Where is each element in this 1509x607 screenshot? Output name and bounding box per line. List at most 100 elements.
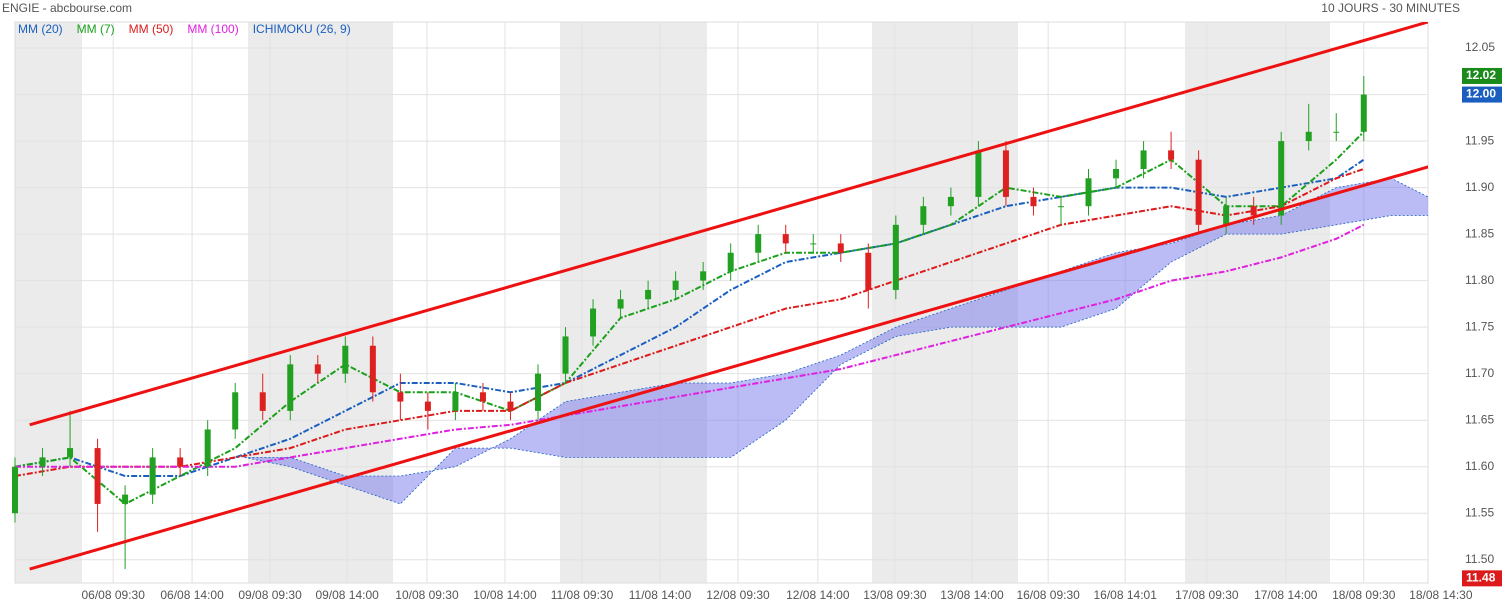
candle-body — [94, 448, 101, 504]
moving-average — [15, 168, 1365, 477]
candle-body — [700, 271, 707, 281]
candle-body — [1278, 141, 1285, 216]
candle-body — [479, 392, 486, 402]
candle-body — [727, 252, 734, 272]
x-tick-label: 18/08 09:30 — [1332, 588, 1396, 602]
legend-entry: MM (50) — [129, 22, 174, 36]
candle-body — [342, 345, 349, 374]
candle-body — [782, 234, 789, 244]
shade — [560, 22, 707, 583]
candle-body — [865, 252, 872, 290]
candle-body — [645, 289, 652, 300]
price-tag-label: 12.00 — [1466, 87, 1496, 101]
x-tick-label: 09/08 14:00 — [315, 588, 379, 602]
legend-entry: MM (7) — [77, 22, 115, 36]
session-shading — [15, 22, 1330, 583]
candle-body — [287, 364, 294, 411]
legend-entry: ICHIMOKU (26, 9) — [253, 22, 351, 36]
candle-body — [1195, 159, 1202, 225]
y-tick-label: 11.80 — [1465, 273, 1494, 287]
candle-body — [755, 234, 762, 253]
candle-body — [424, 401, 431, 411]
y-tick-label: 12.05 — [1465, 40, 1495, 54]
cloud-edge — [244, 215, 1428, 505]
x-tick-label: 10/08 09:30 — [395, 588, 459, 602]
candle-body — [39, 457, 46, 467]
candle-body — [204, 429, 211, 467]
chart-title: ENGIE - abcbourse.com — [2, 1, 132, 15]
candle-body — [892, 224, 899, 290]
candle-body — [810, 243, 817, 245]
moving-average — [15, 158, 1365, 478]
legend-entry: MM (100) — [187, 22, 238, 36]
candle-body — [1250, 206, 1257, 216]
y-tick-label: 11.90 — [1465, 180, 1494, 194]
x-tick-label: 16/08 14:01 — [1094, 588, 1158, 602]
label-layer: 11.50 11.55 11.60 11.65 11.70 11.75 11.80 11.85… — [18, 22, 1502, 602]
candle-body — [947, 196, 954, 207]
candle-body — [1002, 150, 1009, 197]
candle-body — [507, 401, 514, 411]
candle-body — [617, 299, 624, 309]
candle-body — [1305, 131, 1312, 142]
candle-body — [67, 448, 74, 458]
candle-layer — [12, 75, 1367, 570]
trend-layer — [29, 22, 1428, 571]
candle-body — [837, 243, 844, 253]
plot-frame — [14, 21, 1429, 584]
candle-body — [452, 392, 459, 411]
x-tick-label: 09/08 09:30 — [238, 588, 302, 602]
price-tag — [1462, 570, 1502, 587]
candle-body — [590, 308, 597, 337]
x-tick-label: 16/08 09:30 — [1016, 588, 1080, 602]
legend-entry: MM (20) — [18, 22, 63, 36]
candle-body — [975, 150, 982, 197]
price-tag — [1462, 86, 1502, 103]
candle-body — [1113, 168, 1120, 179]
price-tag-label: 11.48 — [1466, 571, 1496, 585]
x-tick-label: 06/08 14:00 — [160, 588, 224, 602]
y-tick-label: 11.70 — [1465, 366, 1494, 380]
candle-body — [1140, 150, 1147, 169]
candle-body — [177, 457, 184, 467]
x-tick-label: 17/08 14:00 — [1254, 588, 1318, 602]
candle-body — [259, 392, 266, 411]
trend-line — [29, 165, 1428, 571]
candle-body — [920, 206, 927, 225]
candle-body — [1333, 131, 1340, 133]
candle-body — [122, 494, 129, 504]
y-tick-label: 11.85 — [1465, 226, 1494, 240]
y-tick-label: 11.95 — [1465, 133, 1494, 147]
candle-body — [1085, 178, 1092, 207]
x-tick-label: 12/08 14:00 — [786, 588, 850, 602]
x-tick-label: 17/08 09:30 — [1175, 588, 1239, 602]
shade — [1185, 22, 1330, 583]
y-tick-label: 11.65 — [1465, 412, 1494, 426]
candle-body — [1030, 196, 1037, 207]
x-tick-label: 06/08 09:30 — [81, 588, 145, 602]
y-tick-label: 11.50 — [1465, 552, 1494, 566]
candle-body — [314, 364, 321, 374]
trend-line — [29, 22, 1428, 427]
candle-body — [1168, 150, 1175, 160]
cloud-edge — [244, 177, 1428, 477]
candle-body — [12, 466, 18, 514]
candle-body — [1057, 206, 1064, 208]
x-tick-label: 10/08 14:00 — [473, 588, 537, 602]
candle-body — [369, 345, 376, 393]
x-tick-label: 11/08 14:00 — [629, 588, 692, 602]
y-tick-label: 11.60 — [1465, 459, 1494, 473]
x-tick-label: 12/08 09:30 — [706, 588, 770, 602]
candle-body — [149, 457, 156, 495]
moving-average — [15, 223, 1365, 468]
x-tick-label: 11/08 09:30 — [551, 588, 614, 602]
price-tag-label: 12.02 — [1466, 68, 1496, 82]
candle-body — [1360, 94, 1367, 132]
candle-body — [562, 336, 569, 374]
y-tick-label: 11.55 — [1465, 505, 1494, 519]
candle-body — [1223, 206, 1230, 225]
price-tag — [1462, 67, 1502, 84]
chart-subtitle: 10 JOURS - 30 MINUTES — [1321, 1, 1460, 15]
candle-body — [232, 392, 239, 430]
